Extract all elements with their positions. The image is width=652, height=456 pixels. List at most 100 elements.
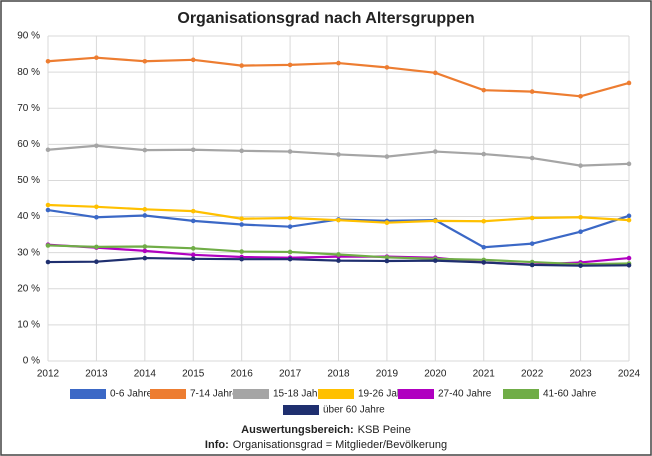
x-tick-label: 2020: [424, 369, 447, 380]
chart-title: Organisationsgrad nach Altersgruppen: [177, 10, 474, 27]
x-tick-label: 2024: [618, 369, 641, 380]
legend-label: 27-40 Jahre: [438, 389, 492, 400]
data-point: [45, 58, 51, 64]
data-point: [287, 224, 293, 229]
data-point: [94, 143, 99, 149]
data-point: [142, 58, 148, 64]
data-point: [190, 147, 196, 153]
legend-label: 7-14 Jahre: [190, 389, 238, 400]
y-tick-label: 60 %: [17, 139, 40, 150]
data-point: [336, 252, 341, 257]
legend-label: 19-26 Jahre: [358, 389, 412, 400]
data-point: [239, 222, 244, 227]
data-point: [190, 57, 196, 63]
data-point: [190, 246, 196, 251]
x-tick-label: 2014: [134, 369, 157, 380]
x-tick-label: 2018: [327, 369, 350, 380]
note-label: Info:: [205, 439, 229, 451]
data-point: [239, 148, 244, 154]
data-point: [287, 249, 293, 255]
data-point: [578, 163, 583, 168]
y-tick-label: 30 %: [17, 247, 40, 258]
x-tick-label: 2013: [85, 369, 108, 380]
data-point: [384, 258, 390, 264]
data-point: [287, 256, 293, 262]
legend-swatch: [233, 389, 269, 399]
data-point: [142, 255, 148, 261]
data-point: [190, 252, 196, 258]
data-point: [94, 244, 99, 250]
data-point: [142, 244, 148, 249]
data-point: [45, 259, 51, 265]
y-tick-label: 80 %: [17, 67, 40, 78]
data-point: [45, 147, 51, 153]
legend-swatch: [283, 405, 319, 415]
data-point: [94, 204, 99, 210]
data-point: [578, 229, 583, 235]
data-point: [529, 155, 535, 161]
note-text: Organisationsgrad = Mitglieder/Bevölkeru…: [233, 439, 447, 451]
data-point: [626, 255, 632, 261]
data-point: [336, 152, 341, 157]
x-tick-label: 2012: [37, 369, 60, 380]
data-point: [626, 80, 632, 86]
data-point: [45, 243, 51, 248]
data-point: [336, 217, 341, 223]
x-tick-label: 2022: [521, 369, 544, 380]
data-point: [433, 218, 438, 224]
data-point: [287, 149, 293, 154]
legend-swatch: [150, 389, 186, 399]
note-text: KSB Peine: [358, 424, 411, 436]
data-point: [578, 94, 583, 99]
data-point: [45, 202, 51, 208]
data-point: [481, 260, 487, 265]
data-point: [384, 65, 390, 70]
data-point: [626, 161, 632, 167]
data-point: [190, 208, 196, 214]
x-tick-label: 2015: [182, 369, 205, 380]
legend-label: 41-60 Jahre: [543, 389, 597, 400]
data-point: [336, 60, 341, 66]
data-point: [626, 213, 632, 219]
y-tick-label: 70 %: [17, 103, 40, 114]
data-point: [481, 218, 487, 224]
x-tick-label: 2017: [279, 369, 302, 380]
data-point: [287, 62, 293, 68]
data-point: [239, 249, 244, 254]
x-tick-label: 2021: [473, 369, 496, 380]
data-point: [529, 262, 535, 268]
data-point: [336, 258, 341, 263]
legend-swatch: [398, 389, 434, 399]
data-point: [626, 263, 632, 268]
data-point: [433, 70, 438, 76]
legend-swatch: [503, 389, 539, 399]
data-point: [142, 213, 148, 218]
x-tick-label: 2019: [376, 369, 399, 380]
data-point: [481, 244, 487, 250]
data-point: [94, 214, 99, 220]
legend-label: 15-18 Jahre: [273, 389, 327, 400]
x-tick-label: 2016: [231, 369, 254, 380]
data-point: [578, 214, 583, 220]
y-tick-label: 0 %: [23, 356, 40, 367]
data-point: [94, 55, 99, 60]
data-point: [94, 259, 99, 264]
y-tick-label: 40 %: [17, 211, 40, 222]
note-label: Auswertungsbereich:: [241, 424, 353, 436]
data-point: [190, 218, 196, 224]
y-tick-label: 90 %: [17, 31, 40, 42]
data-point: [384, 154, 390, 159]
y-tick-label: 20 %: [17, 283, 40, 294]
x-tick-label: 2023: [569, 369, 592, 380]
legend-label: 0-6 Jahre: [110, 389, 153, 400]
data-point: [433, 258, 438, 263]
data-point: [481, 151, 487, 157]
data-point: [529, 215, 535, 221]
y-tick-label: 10 %: [17, 320, 40, 331]
data-point: [578, 263, 583, 268]
legend-label: über 60 Jahre: [323, 405, 385, 416]
legend-swatch: [70, 389, 106, 399]
